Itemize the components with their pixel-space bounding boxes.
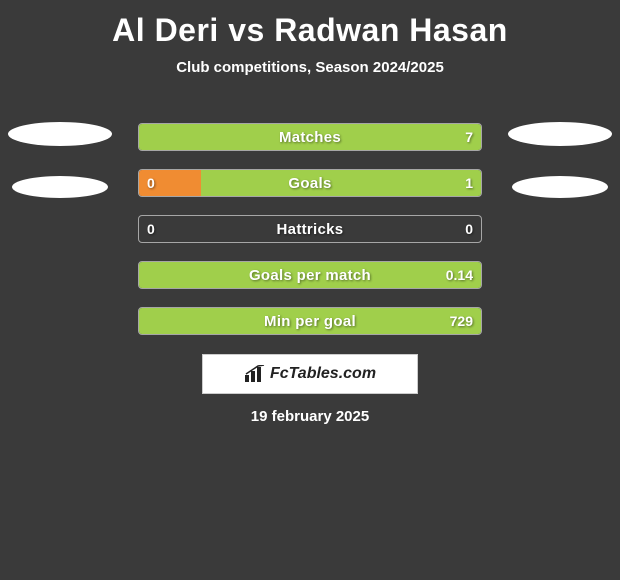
bar-label: Goals bbox=[139, 170, 481, 196]
right-decorations bbox=[508, 122, 612, 198]
bar-value-right: 0 bbox=[465, 216, 473, 242]
date-line: 19 february 2025 bbox=[0, 408, 620, 425]
ellipse-icon bbox=[508, 122, 612, 146]
bar-value-right: 7 bbox=[465, 124, 473, 150]
left-decorations bbox=[8, 122, 112, 198]
bar-value-right: 0.14 bbox=[446, 262, 473, 288]
bar-label: Hattricks bbox=[139, 216, 481, 242]
stat-bar: Goals per match0.14 bbox=[138, 261, 482, 289]
stat-bar: 0Goals1 bbox=[138, 169, 482, 197]
brand-chart-icon bbox=[244, 365, 266, 383]
stat-bar: 0Hattricks0 bbox=[138, 215, 482, 243]
bar-value-right: 729 bbox=[450, 308, 473, 334]
brand-box[interactable]: FcTables.com bbox=[202, 354, 418, 394]
subtitle: Club competitions, Season 2024/2025 bbox=[0, 59, 620, 76]
bar-label: Matches bbox=[139, 124, 481, 150]
stat-bar: Min per goal729 bbox=[138, 307, 482, 335]
bar-label: Goals per match bbox=[139, 262, 481, 288]
stats-bars: Matches70Goals10Hattricks0Goals per matc… bbox=[138, 123, 482, 353]
ellipse-icon bbox=[12, 176, 108, 198]
page-title: Al Deri vs Radwan Hasan bbox=[0, 0, 620, 49]
stat-bar: Matches7 bbox=[138, 123, 482, 151]
bar-value-right: 1 bbox=[465, 170, 473, 196]
ellipse-icon bbox=[512, 176, 608, 198]
brand-text: FcTables.com bbox=[270, 365, 376, 383]
ellipse-icon bbox=[8, 122, 112, 146]
bar-label: Min per goal bbox=[139, 308, 481, 334]
